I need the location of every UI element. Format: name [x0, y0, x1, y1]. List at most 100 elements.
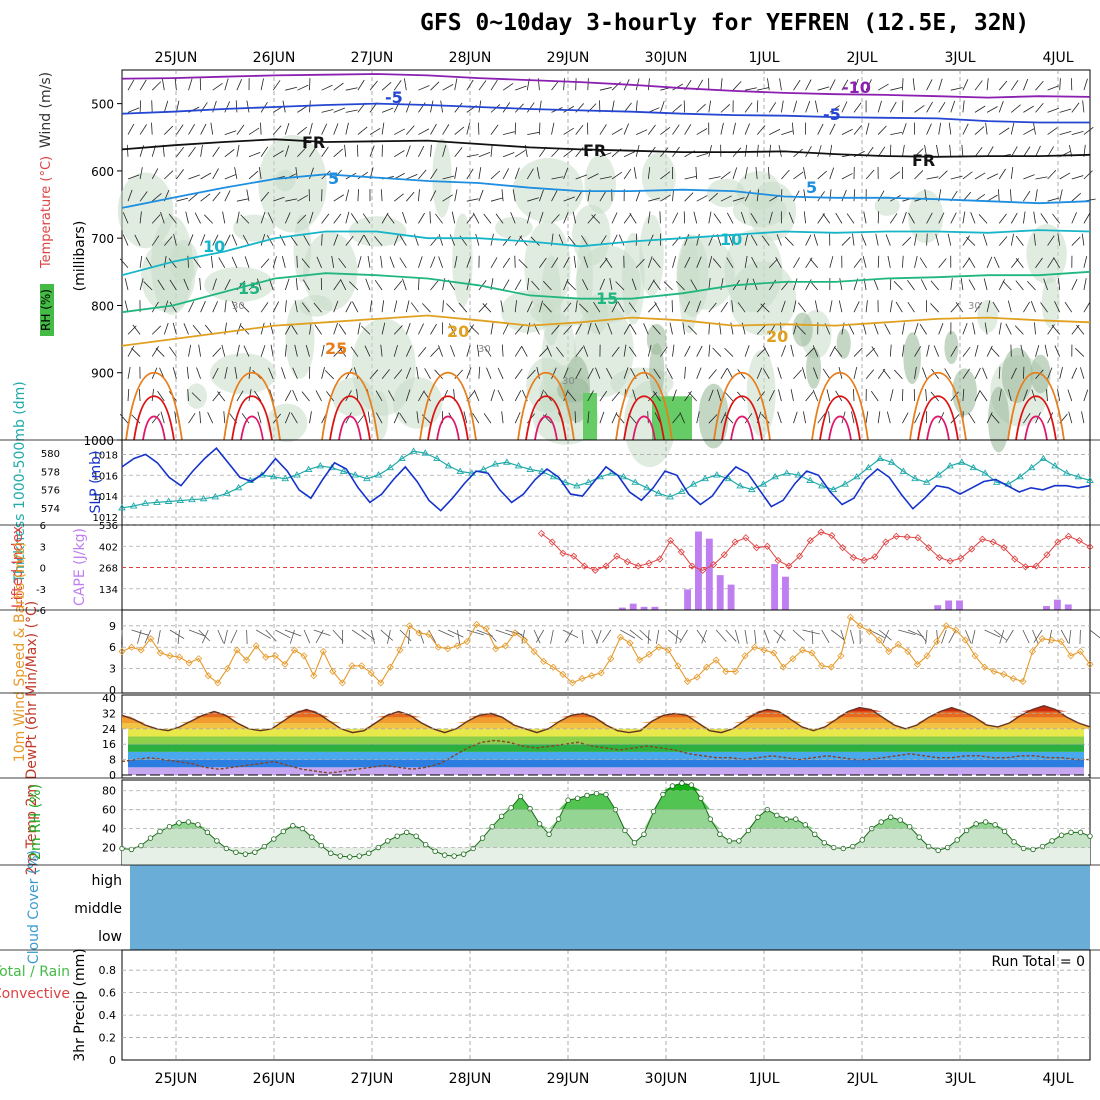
wind-barb-10m: [744, 629, 748, 644]
wind-barb: [321, 123, 328, 135]
thickness-point: [1074, 472, 1083, 480]
wind-barb: [893, 281, 903, 291]
wind-barb: [1081, 411, 1085, 424]
wind-barb: [210, 255, 214, 268]
wind-barb: [930, 303, 939, 313]
wind-barb: [127, 107, 140, 113]
wind-barb: [1011, 104, 1021, 113]
wind-barb: [631, 278, 637, 291]
wind-barb: [526, 278, 530, 291]
wind-barb: [381, 300, 385, 313]
slp-line: [121, 447, 1091, 512]
wind-barb: [333, 194, 345, 202]
wind-barb: [632, 389, 637, 402]
thickness-point: [363, 474, 371, 482]
wind-barb-10m: [668, 629, 682, 641]
wind-barb: [922, 367, 927, 379]
wind10m-label: 10m Wind Speed & Barbs (m/s): [12, 542, 28, 762]
thickness-point: [619, 472, 628, 480]
isotherm-label: 15: [238, 279, 260, 298]
wind-barb: [221, 344, 226, 357]
wind-barb: [986, 173, 999, 180]
rh-contour-label: 30: [478, 344, 491, 355]
isotherm-label: FR: [302, 133, 325, 152]
wind-barb: [829, 345, 836, 357]
wind-barb: [526, 102, 535, 113]
wind-barb: [950, 278, 953, 291]
wind-barb: [502, 257, 511, 269]
wind-barb: [950, 175, 963, 180]
wind-barb: [938, 258, 947, 269]
date-label-top: 28JUN: [449, 50, 492, 66]
y-tick-label: 500: [91, 98, 114, 112]
wind-barb: [399, 257, 407, 268]
wind-barb: [196, 367, 201, 379]
wind-barb: [473, 389, 480, 402]
rh2m-point: [356, 853, 362, 859]
wind-barb: [212, 347, 222, 357]
wind-barb: [793, 369, 802, 380]
rh2m-point: [441, 852, 448, 858]
wind-barb: [260, 211, 266, 224]
wind-barb: [1010, 233, 1014, 246]
wind-barb: [882, 369, 891, 380]
wind-barb-10m: [581, 629, 584, 644]
thickness-point: [188, 495, 196, 503]
li-tick-label: -6: [36, 606, 46, 617]
rh2m-point: [479, 835, 486, 841]
rh2m-point: [717, 831, 723, 837]
wind-barb: [217, 391, 226, 402]
wind-barb: [822, 368, 831, 380]
wind-barb: [1058, 278, 1061, 291]
wind-barb: [961, 144, 964, 157]
thickness-point: [643, 483, 651, 491]
wind-barb: [486, 367, 492, 379]
wind-barb: [744, 345, 750, 357]
wind-barb: [841, 173, 853, 180]
wind-barb-10m: [1022, 629, 1030, 644]
wind-barb: [423, 390, 431, 402]
wind-barb-10m: [907, 629, 924, 638]
wind-speed-point: [626, 639, 634, 647]
wind-barb: [260, 322, 265, 335]
thickness-point: [491, 460, 499, 467]
wind-barb: [168, 258, 177, 269]
wind-barb: [908, 212, 915, 224]
wind-barb: [284, 390, 292, 402]
wind-barb: [890, 87, 903, 91]
wind-barb: [829, 123, 836, 135]
thickness-point: [911, 474, 919, 482]
wind-barb: [902, 236, 912, 246]
li-tick-label: -3: [36, 585, 46, 596]
wind-barb: [696, 152, 709, 158]
rh2m-point: [176, 820, 182, 826]
thickness-point: [887, 458, 896, 465]
li-point: [753, 544, 761, 552]
wind-speed-point: [501, 642, 509, 650]
wind-speed-point: [559, 670, 567, 678]
wind-barb: [393, 412, 400, 424]
thickness-point: [934, 471, 943, 478]
rh-area: [977, 299, 998, 333]
wind-barb: [763, 345, 770, 357]
wind-barb: [272, 301, 280, 313]
wind-barb: [303, 234, 310, 246]
wind-barb: [416, 366, 419, 379]
wind-barb: [796, 325, 806, 335]
wind-barb: [490, 389, 495, 402]
wind-barb: [132, 324, 141, 335]
wind-barb: [947, 233, 952, 246]
isotherm-diurnal: [427, 395, 469, 441]
wind-barb: [862, 256, 867, 268]
wind-barb: [696, 345, 703, 357]
wind-barb-10m: [303, 629, 311, 644]
slp-label: SLP (mb): [88, 450, 104, 513]
wind-barb: [635, 258, 645, 269]
wind-barb: [381, 122, 385, 135]
wind-barb: [696, 128, 708, 135]
thickness-point: [304, 465, 313, 472]
wind-barb: [200, 172, 212, 180]
wind-speed-point: [425, 630, 433, 638]
wind-barb: [1023, 174, 1035, 180]
wind-barb: [551, 122, 555, 135]
